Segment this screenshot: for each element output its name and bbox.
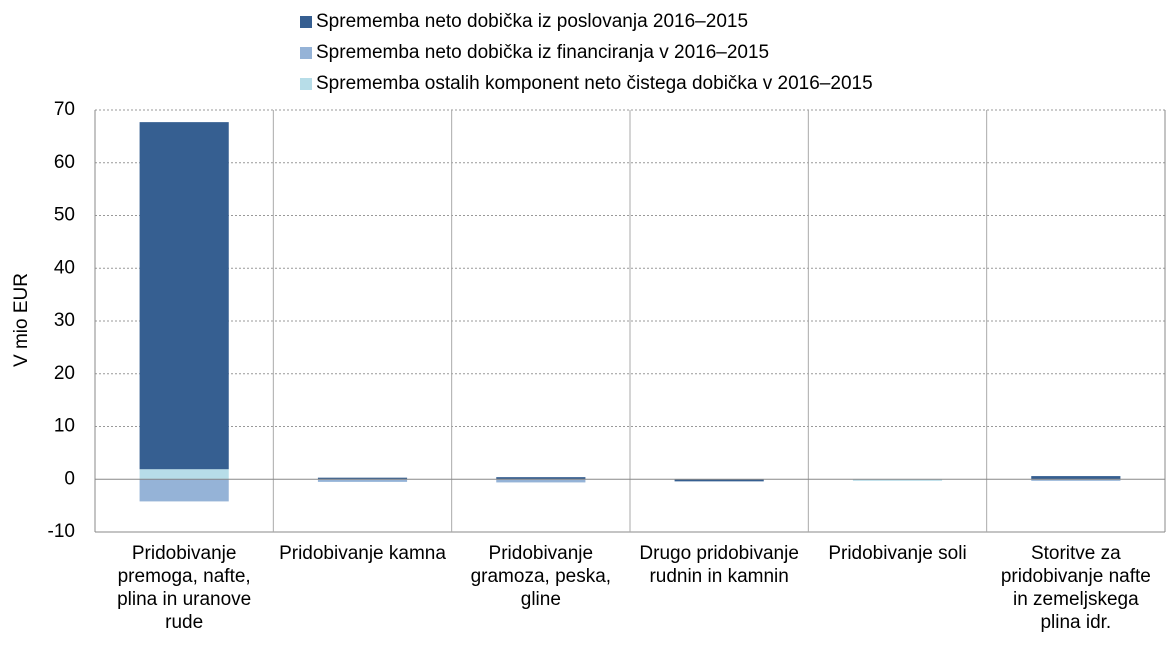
bar-segment	[139, 122, 229, 470]
legend-label: Sprememba neto dobička iz poslovanja 201…	[316, 11, 748, 32]
y-tick-label: 40	[54, 257, 75, 278]
y-tick-label: 60	[54, 152, 75, 173]
x-tick-label: Drugo pridobivanje rudnin in kamnin	[639, 543, 799, 587]
y-tick-label: 50	[54, 205, 75, 226]
y-tick-label: -10	[48, 521, 75, 542]
bar-segment	[496, 477, 586, 480]
legend-label: Sprememba ostalih komponent neto čistega…	[316, 73, 873, 94]
bar-segment	[317, 479, 408, 482]
bar-segment	[852, 479, 943, 481]
y-tick-label: 20	[54, 363, 75, 384]
x-tick-label: Pridobivanje kamna	[279, 543, 446, 564]
y-tick-label: 0	[64, 468, 75, 489]
x-tick-label: Pridobivanje soli	[828, 543, 967, 564]
x-tick-label: Storitve za pridobivanje nafte in zemelj…	[1000, 543, 1151, 633]
legend-swatch	[300, 47, 312, 59]
bar-segment	[1031, 479, 1121, 481]
y-tick-label: 30	[54, 310, 75, 331]
x-tick-label: Pridobivanje gramoza, peska, gline	[470, 543, 612, 610]
bar-segment	[139, 469, 229, 480]
x-tick-label: Pridobivanje premoga, nafte, plina in ur…	[117, 543, 252, 633]
legend-label: Sprememba neto dobička iz financiranja v…	[316, 42, 769, 63]
bar-segment	[139, 479, 229, 502]
bar-segment	[496, 479, 586, 483]
y-tick-label: 70	[54, 99, 75, 120]
y-tick-label: 10	[54, 416, 75, 437]
bar-segment	[317, 477, 408, 480]
bar-segment	[1031, 476, 1121, 480]
bar-segment	[674, 479, 764, 482]
legend-swatch	[300, 16, 312, 28]
legend-swatch	[300, 78, 312, 90]
y-axis-label: V mio EUR	[11, 273, 32, 367]
